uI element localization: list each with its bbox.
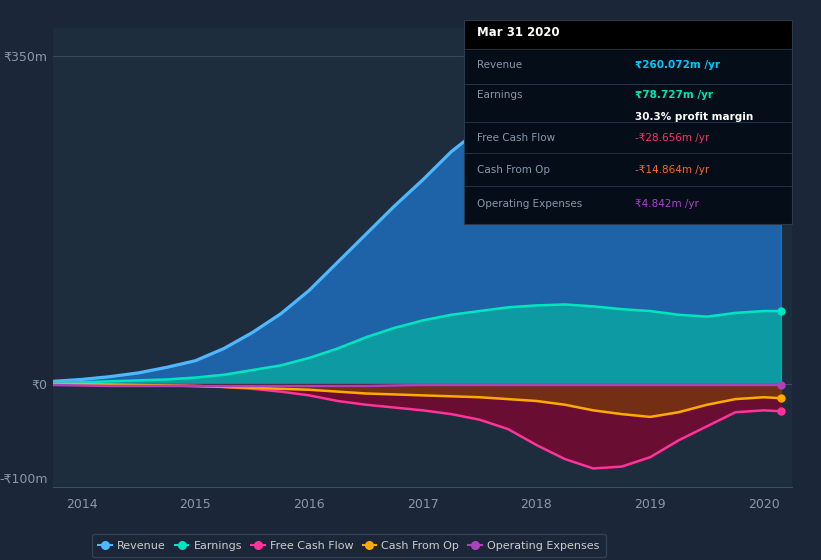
Text: -₹14.864m /yr: -₹14.864m /yr — [635, 165, 709, 175]
Text: Mar 31 2020: Mar 31 2020 — [477, 26, 560, 39]
Text: ₹78.727m /yr: ₹78.727m /yr — [635, 90, 713, 100]
Text: 30.3% profit margin: 30.3% profit margin — [635, 111, 753, 122]
Text: Revenue: Revenue — [477, 59, 522, 69]
Bar — [464, 20, 792, 49]
Text: Earnings: Earnings — [477, 90, 522, 100]
Text: Cash From Op: Cash From Op — [477, 165, 550, 175]
Text: -₹28.656m /yr: -₹28.656m /yr — [635, 133, 709, 143]
Legend: Revenue, Earnings, Free Cash Flow, Cash From Op, Operating Expenses: Revenue, Earnings, Free Cash Flow, Cash … — [92, 534, 606, 557]
Text: ₹260.072m /yr: ₹260.072m /yr — [635, 59, 720, 69]
Text: Free Cash Flow: Free Cash Flow — [477, 133, 555, 143]
Text: Operating Expenses: Operating Expenses — [477, 199, 582, 208]
Text: ₹4.842m /yr: ₹4.842m /yr — [635, 199, 699, 208]
